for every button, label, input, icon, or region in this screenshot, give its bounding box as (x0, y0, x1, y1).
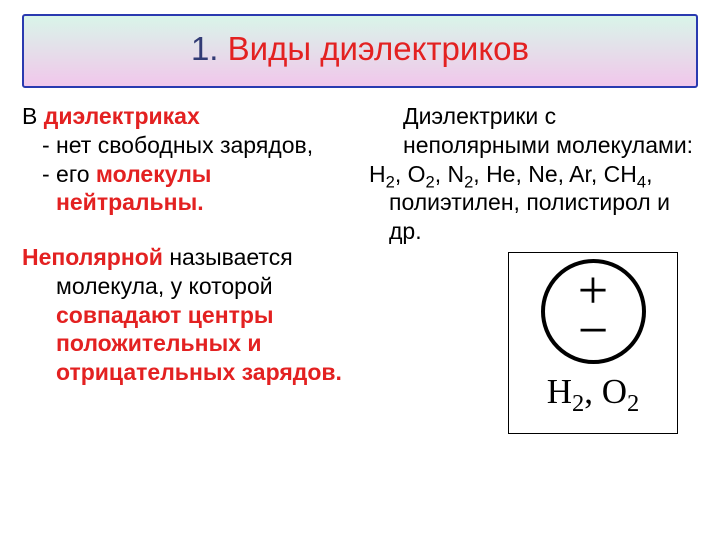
slide-title-box: 1. Виды диэлектриков (22, 14, 698, 88)
highlight: Неполярной (22, 244, 163, 270)
title-text: Виды диэлектриков (228, 30, 529, 67)
molecule-figure: + − H2, O2 (508, 252, 678, 434)
slide: 1. Виды диэлектриков В диэлектриках - не… (0, 0, 720, 540)
left-paragraph-2: Неполярной называется молекула, у которо… (22, 243, 351, 387)
spacer (22, 217, 351, 243)
right-list: H2, O2, N2, He, Ne, Ar, CH4, полиэтилен,… (369, 160, 698, 246)
highlight: совпадают центры положительных и отрицат… (56, 302, 342, 386)
left-line-1: В диэлектриках (22, 102, 351, 131)
highlight: диэлектриках (44, 103, 200, 129)
text: - его (42, 161, 96, 187)
left-line-3: - его молекулы нейтральны. (22, 160, 351, 218)
text: В (22, 103, 44, 129)
figure-caption: H2, O2 (547, 370, 640, 414)
right-column: Диэлектрики с неполярными молекулами: H2… (369, 102, 698, 434)
content-columns: В диэлектриках - нет свободных зарядов, … (22, 102, 698, 434)
molecule-circle: + − (541, 259, 646, 364)
slide-title: 1. Виды диэлектриков (191, 30, 529, 67)
title-number: 1. (191, 30, 219, 67)
minus-sign: − (578, 308, 608, 354)
left-column: В диэлектриках - нет свободных зарядов, … (22, 102, 351, 434)
left-line-2: - нет свободных зарядов, (22, 131, 351, 160)
right-heading: Диэлектрики с неполярными молекулами: (369, 102, 698, 160)
figure-wrap: + − H2, O2 (369, 252, 698, 434)
